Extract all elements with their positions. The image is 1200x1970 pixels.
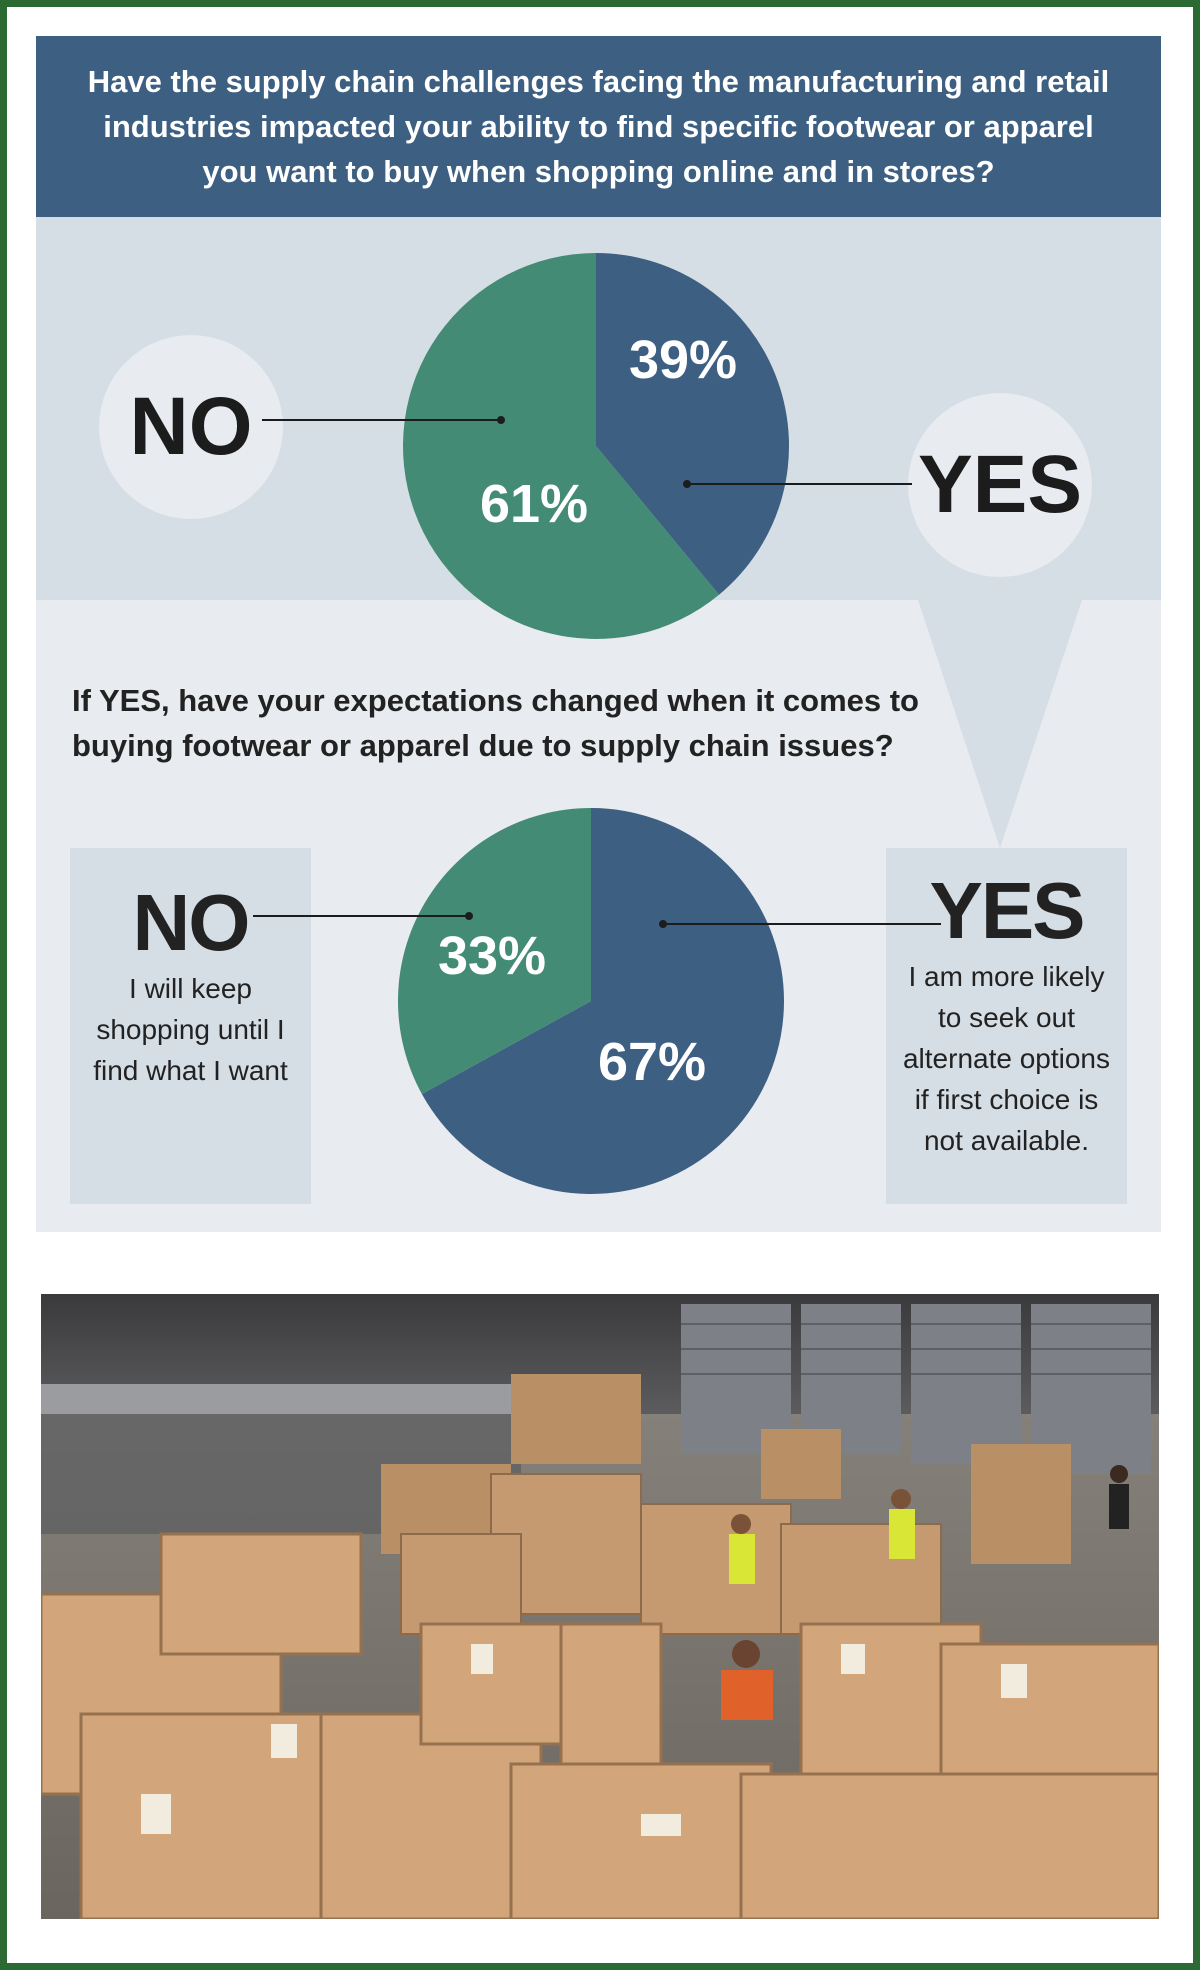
yes-answer-box: YES I am more likely to seek out alterna…: [886, 848, 1127, 1204]
chart2-slice-no-value: 33%: [438, 926, 546, 986]
chart1-yes-label: YES: [917, 439, 1083, 530]
chart2-slice-no: [397, 808, 591, 1094]
chart1-slice-yes: [596, 253, 789, 595]
question-2-text: If YES, have your expectations changed w…: [72, 683, 919, 763]
chart2-yes-leader-dot: [659, 920, 667, 928]
chart2-no-label: NO: [132, 878, 251, 967]
chart2-yes-description: I am more likely to seek out alternate o…: [902, 961, 1111, 1156]
question-1-text: Have the supply chain challenges facing …: [87, 64, 1110, 189]
chart2-slice-yes: [421, 808, 784, 1194]
yes-label-circle: YES: [908, 393, 1092, 577]
chart1-slice-no-value: 61%: [480, 474, 588, 534]
survey-question-header: Have the supply chain challenges facing …: [36, 36, 1161, 217]
chart1-slice-yes-value: 39%: [629, 330, 737, 390]
chart2-slice-yes-value: 67%: [598, 1032, 706, 1092]
no-label-circle: NO: [99, 335, 283, 519]
warehouse-photo-illustration: [41, 1294, 1159, 1919]
chart1-no-leader-dot: [497, 416, 505, 424]
chart1-slice-no: [402, 253, 720, 639]
no-answer-box: NO I will keep shopping until I find wha…: [70, 848, 311, 1204]
chart2-no-description: I will keep shopping until I find what I…: [93, 973, 288, 1086]
chart1-yes-leader-dot: [683, 480, 691, 488]
chart2-yes-label: YES: [929, 866, 1085, 955]
chart2-no-leader-dot: [465, 912, 473, 920]
chart1-no-label: NO: [129, 381, 253, 472]
warehouse-photo: [41, 1294, 1159, 1919]
